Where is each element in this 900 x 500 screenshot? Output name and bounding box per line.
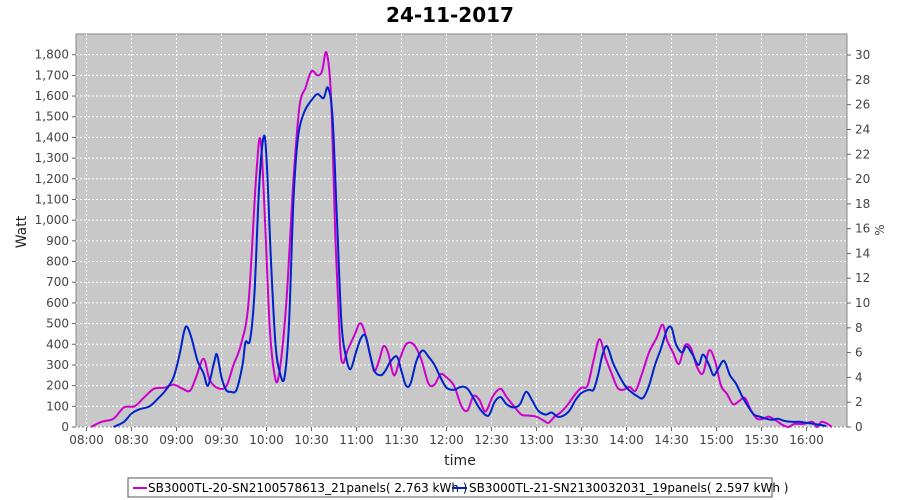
chart-title: 24-11-2017 bbox=[386, 3, 514, 27]
x-tick-label: 14:30 bbox=[654, 433, 689, 447]
x-tick-label: 12:00 bbox=[429, 433, 464, 447]
y2-tick-label: 2 bbox=[855, 395, 863, 409]
x-tick-label: 12:30 bbox=[474, 433, 509, 447]
y2-tick-label: 0 bbox=[855, 420, 863, 434]
legend-entry-1: SB3000TL-20-SN2100578613_21panels( 2.763… bbox=[148, 481, 467, 495]
x-tick-label: 15:30 bbox=[744, 433, 779, 447]
y2-tick-label: 12 bbox=[855, 271, 870, 285]
x-tick-label: 08:00 bbox=[69, 433, 104, 447]
y2-axis-label: % bbox=[873, 224, 887, 235]
y2-tick-label: 28 bbox=[855, 73, 870, 87]
x-tick-label: 11:30 bbox=[384, 433, 419, 447]
y-tick-label: 100 bbox=[46, 399, 69, 413]
x-tick-label: 08:30 bbox=[114, 433, 149, 447]
y-tick-label: 200 bbox=[46, 379, 69, 393]
y-tick-label: 600 bbox=[46, 296, 69, 310]
y-tick-label: 800 bbox=[46, 255, 69, 269]
series-line-1 bbox=[90, 51, 833, 428]
legend-entry-2: SB3000TL-21-SN2130032031_19panels( 2.597… bbox=[469, 481, 788, 495]
y-tick-label: 1,200 bbox=[35, 172, 69, 186]
y-tick-label: 1,600 bbox=[35, 89, 69, 103]
y2-tick-label: 14 bbox=[855, 246, 870, 260]
y2-tick-label: 16 bbox=[855, 222, 870, 236]
x-tick-label: 16:00 bbox=[789, 433, 824, 447]
legend: SB3000TL-20-SN2100578613_21panels( 2.763… bbox=[127, 477, 788, 498]
x-tick-label: 11:00 bbox=[339, 433, 374, 447]
y-tick-label: 1,000 bbox=[35, 213, 69, 227]
y2-tick-label: 8 bbox=[855, 321, 863, 335]
x-tick-label: 13:00 bbox=[519, 433, 554, 447]
x-tick-label: 09:00 bbox=[159, 433, 194, 447]
y2-tick-label: 20 bbox=[855, 172, 870, 186]
y-tick-label: 0 bbox=[61, 420, 69, 434]
y-tick-label: 400 bbox=[46, 337, 69, 351]
y-axis-left-ticks: 0 100 200 300 400 500 600 700 800 900 1,000 1,100 1,… bbox=[35, 48, 76, 434]
y-tick-label: 1,700 bbox=[35, 68, 69, 82]
y2-tick-label: 4 bbox=[855, 370, 863, 384]
series-lines bbox=[90, 51, 833, 428]
y2-tick-label: 26 bbox=[855, 98, 870, 112]
y2-tick-label: 10 bbox=[855, 296, 870, 310]
x-tick-label: 13:30 bbox=[564, 433, 599, 447]
y-tick-label: 300 bbox=[46, 358, 69, 372]
y2-tick-label: 6 bbox=[855, 346, 863, 360]
x-tick-label: 14:00 bbox=[609, 433, 644, 447]
x-tick-label: 10:00 bbox=[249, 433, 284, 447]
y-axis-label: Watt bbox=[14, 215, 30, 248]
y-tick-label: 900 bbox=[46, 234, 69, 248]
y-tick-label: 500 bbox=[46, 317, 69, 331]
plot-area bbox=[75, 33, 848, 428]
y-tick-label: 1,800 bbox=[35, 48, 69, 62]
x-axis-label: time bbox=[444, 453, 476, 469]
legend-box bbox=[127, 477, 773, 498]
x-tick-label: 15:00 bbox=[699, 433, 734, 447]
y2-tick-label: 30 bbox=[855, 48, 870, 62]
grid-lines bbox=[76, 34, 847, 428]
y-tick-label: 1,500 bbox=[35, 110, 69, 124]
x-tick-label: 10:30 bbox=[294, 433, 329, 447]
y2-tick-label: 22 bbox=[855, 147, 870, 161]
x-tick-label: 09:30 bbox=[204, 433, 239, 447]
y-tick-label: 1,100 bbox=[35, 192, 69, 206]
y-tick-label: 700 bbox=[46, 275, 69, 289]
y2-tick-label: 24 bbox=[855, 122, 870, 136]
y-tick-label: 1,300 bbox=[35, 151, 69, 165]
y-tick-label: 1,400 bbox=[35, 130, 69, 144]
y2-tick-label: 18 bbox=[855, 197, 870, 211]
series-line-2 bbox=[113, 86, 827, 428]
x-axis-ticks: 08:00 08:30 09:00 09:30 10:00 10:30 11:00 11:30… bbox=[69, 427, 824, 447]
